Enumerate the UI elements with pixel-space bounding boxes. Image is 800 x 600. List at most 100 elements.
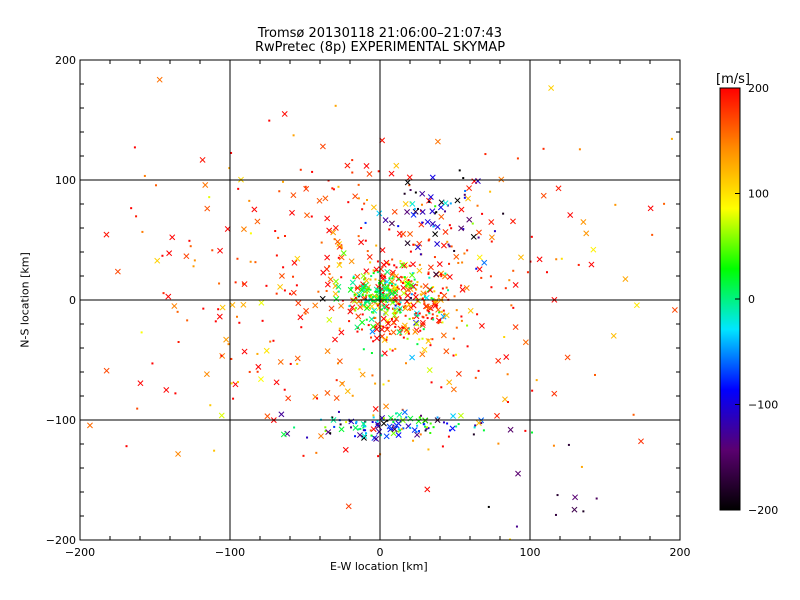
chart-title: Tromsø 20130118 21:06:00–21:07:43 [257, 26, 503, 41]
data-point-cross [175, 451, 182, 457]
data-point-dot [366, 300, 369, 303]
y-tick-label: 200 [55, 54, 76, 67]
data-point-dot [455, 353, 458, 356]
data-point-dot [388, 263, 391, 266]
data-point-dot [410, 293, 413, 296]
data-point-dot [306, 436, 309, 439]
data-point-cross [412, 208, 419, 215]
colorbar-tick-label: 0 [748, 293, 755, 306]
data-point-dot [399, 260, 402, 263]
data-point-dot [130, 207, 133, 210]
data-point-cross [255, 363, 262, 370]
data-point-cross [401, 262, 408, 269]
data-point-dot [375, 269, 378, 272]
data-point-cross [390, 329, 397, 336]
data-point-dot [425, 427, 428, 430]
data-point-dot [409, 426, 412, 429]
data-point-dot [394, 418, 397, 421]
data-point-dot [464, 189, 467, 192]
data-point-cross [324, 215, 331, 222]
data-point-cross [433, 271, 440, 278]
data-point-cross [466, 185, 473, 192]
data-point-dot [386, 326, 389, 329]
data-point-dot [364, 300, 367, 303]
data-point-dot [364, 429, 367, 432]
data-point-dot [382, 325, 385, 328]
data-point-cross [333, 295, 340, 302]
data-point-dot [466, 324, 469, 327]
data-point-dot [425, 314, 428, 317]
data-point-cross [426, 367, 433, 374]
data-point-dot [192, 265, 195, 268]
data-point-dot [444, 210, 447, 213]
data-point-dot [415, 312, 418, 315]
data-point-cross [443, 312, 450, 319]
data-point-cross [548, 85, 555, 91]
data-point-dot [362, 429, 365, 432]
data-point-dot [304, 185, 307, 188]
data-point-dot [428, 312, 431, 315]
data-point-dot [391, 428, 394, 431]
data-point-cross [446, 274, 453, 280]
colorbar-tick-label: 200 [748, 82, 769, 95]
data-point-dot [275, 292, 278, 295]
data-point-dot [370, 336, 373, 339]
data-point-cross [383, 433, 390, 440]
data-point-dot [414, 191, 417, 194]
data-point-dot [443, 313, 446, 316]
colorbar-label: [m/s] [716, 72, 750, 87]
data-point-dot [327, 179, 330, 182]
data-point-dot [354, 287, 357, 290]
data-point-cross [354, 324, 361, 331]
data-point-cross [405, 286, 412, 293]
data-point-dot [432, 298, 435, 301]
data-point-dot [515, 525, 518, 528]
data-point-dot [283, 289, 286, 292]
data-point-dot [370, 352, 373, 355]
data-point-dot [360, 301, 363, 304]
data-point-cross [442, 229, 449, 235]
data-point-cross [567, 212, 574, 218]
data-point-dot [214, 320, 217, 323]
data-point-dot [377, 170, 380, 173]
data-point-dot [462, 228, 465, 231]
data-point-dot [416, 284, 419, 287]
data-point-dot [310, 215, 313, 218]
data-point-dot [352, 275, 355, 278]
data-point-dot [437, 322, 440, 325]
data-point-dot [249, 232, 252, 235]
data-point-dot [428, 276, 431, 279]
data-point-dot [542, 147, 545, 150]
data-point-cross [467, 307, 474, 314]
data-point-cross [290, 289, 297, 296]
data-point-dot [497, 442, 500, 445]
data-point-dot [402, 427, 405, 430]
data-point-dot [396, 286, 399, 289]
data-point-dot [438, 320, 441, 323]
data-point-cross [338, 302, 345, 309]
data-point-dot [339, 423, 342, 426]
data-point-dot [413, 278, 416, 281]
data-point-dot [393, 264, 396, 267]
data-point-cross [409, 354, 416, 361]
data-point-dot [442, 316, 445, 319]
data-point-dot [186, 319, 189, 322]
data-point-dot [302, 454, 305, 457]
data-point-dot [379, 434, 382, 437]
data-point-dot [375, 302, 378, 305]
data-point-cross [326, 316, 333, 323]
data-point-dot [632, 413, 635, 416]
data-point-cross [338, 329, 345, 336]
data-point-cross [443, 348, 450, 355]
data-point-cross [432, 231, 439, 238]
data-point-cross [383, 403, 390, 410]
data-point-cross [114, 268, 121, 275]
data-point-dot [376, 304, 379, 307]
data-point-cross [357, 304, 364, 311]
data-point-dot [354, 309, 357, 312]
data-point-dot [388, 332, 391, 335]
data-point-dot [473, 426, 476, 429]
data-point-dot [428, 200, 431, 203]
data-point-dot [386, 261, 389, 264]
data-point-cross [347, 286, 354, 293]
